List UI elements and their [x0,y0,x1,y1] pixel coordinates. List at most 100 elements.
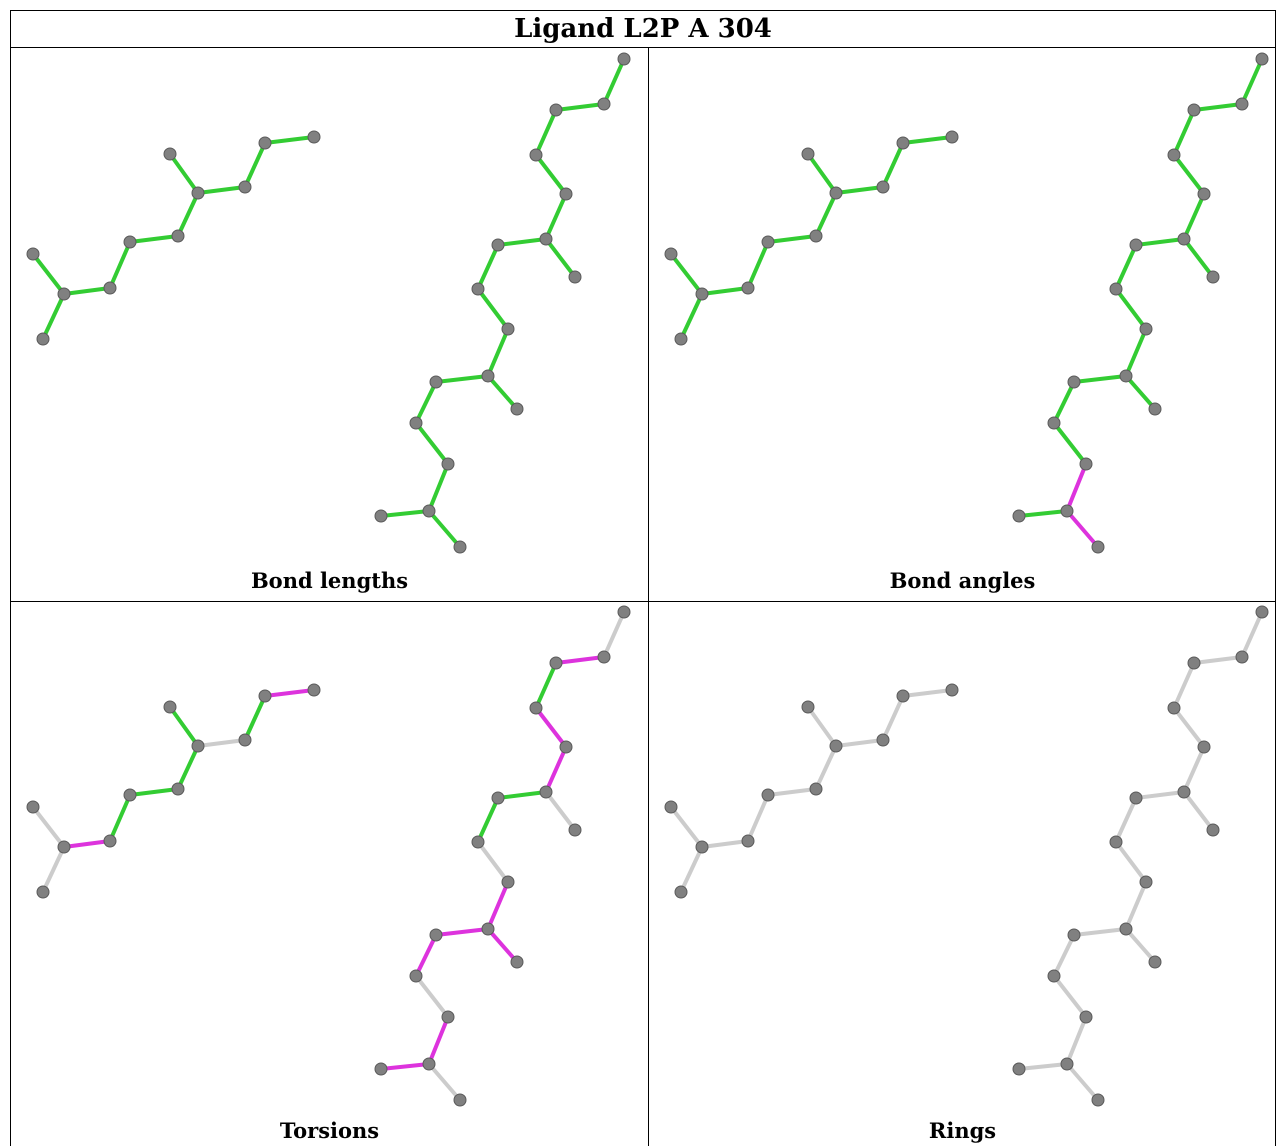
atom [1091,540,1105,554]
atom [1119,369,1133,383]
atom [617,605,631,619]
atom [674,332,688,346]
atom [1148,955,1162,969]
bond [1052,933,1076,978]
atom [1167,701,1181,715]
atom [191,739,205,753]
atom [741,281,755,295]
bond [41,292,66,341]
atom [1255,52,1269,66]
bond [196,185,247,195]
bond [196,738,247,748]
bond [476,840,510,884]
atom [491,238,505,252]
atom [809,229,823,243]
bond [534,706,568,749]
atom [258,136,272,150]
column-divider [648,48,649,1146]
atom [1255,605,1269,619]
atom [1012,509,1026,523]
bond [476,287,510,331]
atom [374,1062,388,1076]
atom [191,186,205,200]
atom [1206,823,1220,837]
atom [36,332,50,346]
panel-bond-angles: Bond angles [649,49,1276,601]
bond [901,135,954,145]
atom [1197,187,1211,201]
atom [429,928,443,942]
bond [1240,610,1264,659]
bond [41,845,66,894]
atom [1079,457,1093,471]
atom [1139,875,1153,889]
atom [1148,402,1162,416]
atom [429,375,443,389]
atom [664,247,678,261]
atom [258,689,272,703]
atom [1187,103,1201,117]
atom [481,369,495,383]
atom [481,922,495,936]
atom [238,733,252,747]
atom [617,52,631,66]
atom [1129,791,1143,805]
atom [103,834,117,848]
panel-caption: Rings [928,1118,997,1143]
atom [238,180,252,194]
atom [453,540,467,554]
atom [695,840,709,854]
atom [510,402,524,416]
bond [414,380,438,425]
bond [534,108,558,157]
atom [307,130,321,144]
atom [510,955,524,969]
bond [1182,745,1206,794]
bond [1124,374,1157,411]
atom [1067,928,1081,942]
bond [1114,243,1138,291]
bond [62,286,112,296]
atom [307,683,321,697]
atom [529,701,543,715]
bond [1172,706,1206,749]
bond [1124,327,1148,378]
atom [1129,238,1143,252]
atom [103,281,117,295]
molecule-view [26,605,631,1107]
atom [559,187,573,201]
bond [814,191,838,238]
atom [829,186,843,200]
atom [409,969,423,983]
atom [163,700,177,714]
panel-rings: Rings [649,602,1276,1146]
bond [544,790,577,832]
atom [1206,270,1220,284]
bond [62,839,112,849]
bond [881,694,905,742]
bond [476,243,500,291]
bond [554,655,606,665]
bond [1192,655,1244,665]
bond [554,102,606,112]
atom [945,130,959,144]
atom [829,739,843,753]
bond [1182,237,1215,279]
atom [549,656,563,670]
bond [746,240,770,290]
bond [1124,880,1148,931]
atom [1177,785,1191,799]
bond [128,787,180,797]
bond [901,688,954,698]
bond [1052,421,1088,466]
atom [1047,416,1061,430]
bond [496,790,548,800]
atom [674,885,688,899]
bond [1065,509,1100,549]
ligand-title: Ligand L2P A 304 [10,10,1276,48]
atom [568,823,582,837]
bond [544,745,568,794]
atom [374,509,388,523]
bond [414,933,438,978]
bond [669,252,704,296]
